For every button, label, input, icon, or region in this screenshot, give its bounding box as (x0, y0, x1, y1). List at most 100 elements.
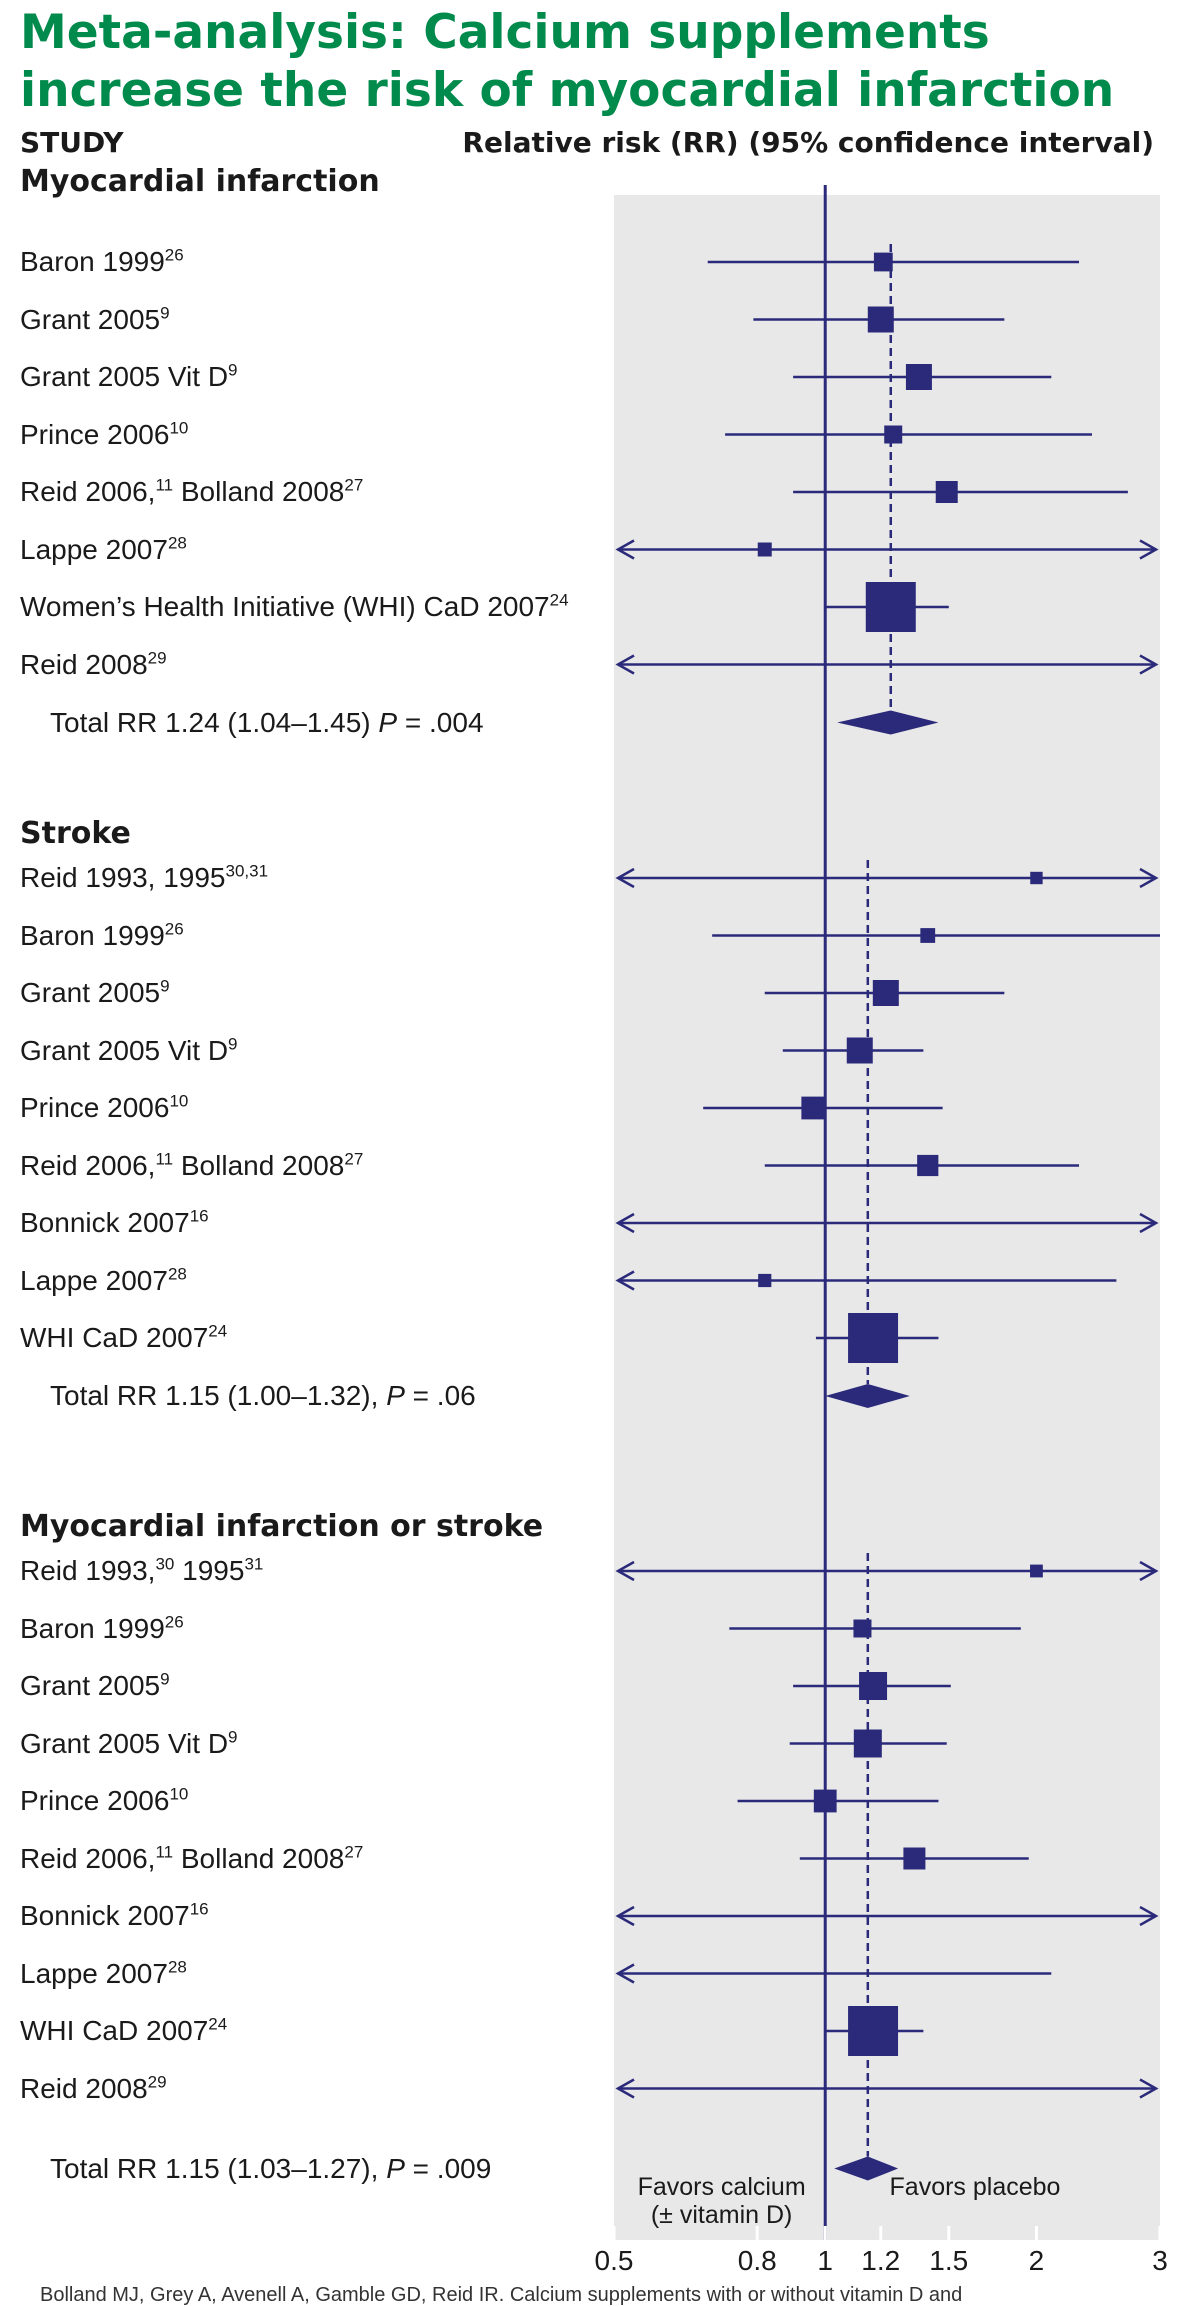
ci-arrow-left (615, 654, 635, 675)
study-estimate-marker (884, 425, 903, 444)
ci-arrow-right (1139, 539, 1159, 560)
study-reference: 11 (155, 1842, 174, 1862)
study-estimate-marker (872, 980, 899, 1006)
study-name: Lappe 2007 (20, 1264, 168, 1296)
ci-arrow-left (615, 1963, 635, 1984)
study-reference: 29 (147, 648, 167, 668)
x-tick-label: 2 (1029, 2245, 1045, 2276)
study-reference: 27 (344, 1842, 364, 1862)
study-reference: 9 (160, 976, 170, 996)
x-tick-label: 3 (1152, 2245, 1168, 2276)
ci-arrow-left (615, 1270, 635, 1291)
study-name: Bonnick 2007 (20, 1900, 190, 1931)
total-summary: Total RR 1.15 (1.00–1.32), (50, 1380, 387, 1411)
p-label: P (378, 706, 398, 738)
study-estimate-marker (757, 542, 772, 557)
study-reference: 16 (189, 1206, 209, 1226)
ci-arrow-right (1139, 1560, 1159, 1582)
study-name-cont: Bolland 2008 (173, 1149, 345, 1181)
study-reference: 9 (228, 1034, 238, 1054)
study-estimate-marker (873, 252, 893, 272)
ci-arrow-right (1139, 2078, 1159, 2099)
p-value: = .009 (404, 2152, 492, 2184)
study-label: Reid 200829 (20, 2073, 167, 2105)
study-label: Reid 2006,11 Bolland 200827 (20, 1150, 363, 1182)
study-name: Bonnick 2007 (20, 1207, 190, 1238)
study-estimate-marker (917, 1154, 939, 1177)
x-tick-label: 1.2 (861, 2245, 900, 2276)
study-name: Baron 1999 (20, 246, 165, 277)
ci-arrow-left (615, 1560, 635, 1582)
x-tick-label: 0.8 (738, 2245, 777, 2276)
study-estimate-marker (935, 481, 958, 503)
study-label: Reid 1993, 199530,31 (20, 862, 268, 894)
study-reference: 26 (164, 245, 184, 265)
study-name: Baron 1999 (20, 1612, 165, 1644)
study-reference: 11 (155, 1149, 174, 1169)
x-tick-label: 1 (817, 2245, 833, 2276)
study-name: Reid 1993, (20, 1555, 156, 1586)
study-name: Grant 2005 Vit D (20, 361, 229, 392)
study-estimate-marker (1030, 1564, 1043, 1578)
study-name-cont: 1995 (174, 1555, 245, 1586)
study-label: Lappe 200728 (20, 1958, 187, 1990)
study-reference: 16 (189, 1899, 209, 1919)
study-name: Reid 2006, (20, 1842, 156, 1874)
study-label: Grant 20059 (20, 1670, 170, 1702)
study-name: Reid 2008 (20, 648, 148, 680)
study-name: WHI CaD 2007 (20, 2015, 209, 2046)
study-name: Grant 2005 Vit D (20, 1034, 229, 1066)
x-tick-label: 1.5 (929, 2245, 968, 2276)
study-estimate-marker (1030, 871, 1043, 885)
study-reference: 29 (147, 2072, 167, 2092)
study-estimate-marker (920, 928, 936, 943)
study-label: Bonnick 200716 (20, 1207, 209, 1239)
ci-arrow-left (615, 539, 635, 560)
favors-calcium-label: Favors calcium (638, 2173, 806, 2201)
p-value: = .06 (404, 1380, 476, 1411)
study-label: WHI CaD 200724 (20, 2015, 227, 2047)
study-label: Lappe 200728 (20, 534, 187, 566)
study-name: Reid 2006, (20, 476, 156, 507)
study-name: Grant 2005 (20, 1670, 161, 1701)
study-estimate-marker (905, 364, 932, 390)
study-reference: 28 (167, 533, 187, 553)
study-reference: 10 (169, 1784, 189, 1804)
study-label: Grant 2005 Vit D9 (20, 361, 238, 393)
study-estimate-marker (867, 306, 894, 333)
study-reference: 26 (164, 1612, 184, 1632)
total-label: Total RR 1.15 (1.00–1.32), P = .06 (50, 1380, 476, 1412)
study-name-cont: Bolland 2008 (173, 1842, 345, 1874)
study-reference: 27 (344, 475, 364, 495)
page-title: Meta-analysis: Calcium supplements incre… (20, 5, 1115, 118)
study-reference: 27 (344, 1149, 364, 1169)
study-label: Bonnick 200716 (20, 1900, 209, 1932)
ci-arrow-left (615, 867, 635, 889)
p-label: P (386, 2152, 405, 2184)
study-reference: 28 (167, 1264, 187, 1284)
study-estimate-marker (903, 1847, 926, 1870)
total-summary: Total RR 1.15 (1.03–1.27), (50, 2152, 387, 2184)
favors-calcium-label: (± vitamin D) (651, 2201, 793, 2229)
study-name: Baron 1999 (20, 919, 165, 951)
study-name: Grant 2005 (20, 303, 161, 335)
favors-placebo-label: Favors placebo (890, 2173, 1061, 2201)
p-value: = .004 (397, 706, 484, 738)
ci-arrow-left (615, 1212, 635, 1234)
study-name: Lappe 2007 (20, 1957, 168, 1989)
study-name: Reid 2008 (20, 2072, 148, 2104)
study-label: Grant 20059 (20, 977, 170, 1009)
study-label: Reid 1993,30 199531 (20, 1555, 263, 1587)
study-label: Reid 200829 (20, 649, 167, 681)
study-name: Reid 1993, 1995 (20, 862, 226, 893)
study-label: Baron 199926 (20, 246, 184, 278)
study-reference: 30 (155, 1554, 175, 1574)
study-name: Grant 2005 Vit D (20, 1727, 229, 1759)
study-reference: 9 (160, 1669, 170, 1689)
study-name: Prince 2006 (20, 1785, 170, 1816)
study-label: WHI CaD 200724 (20, 1322, 227, 1354)
study-reference: 10 (169, 1091, 189, 1111)
study-reference: 31 (244, 1554, 264, 1574)
study-reference: 24 (208, 2014, 228, 2034)
study-estimate-marker (848, 2006, 899, 2056)
